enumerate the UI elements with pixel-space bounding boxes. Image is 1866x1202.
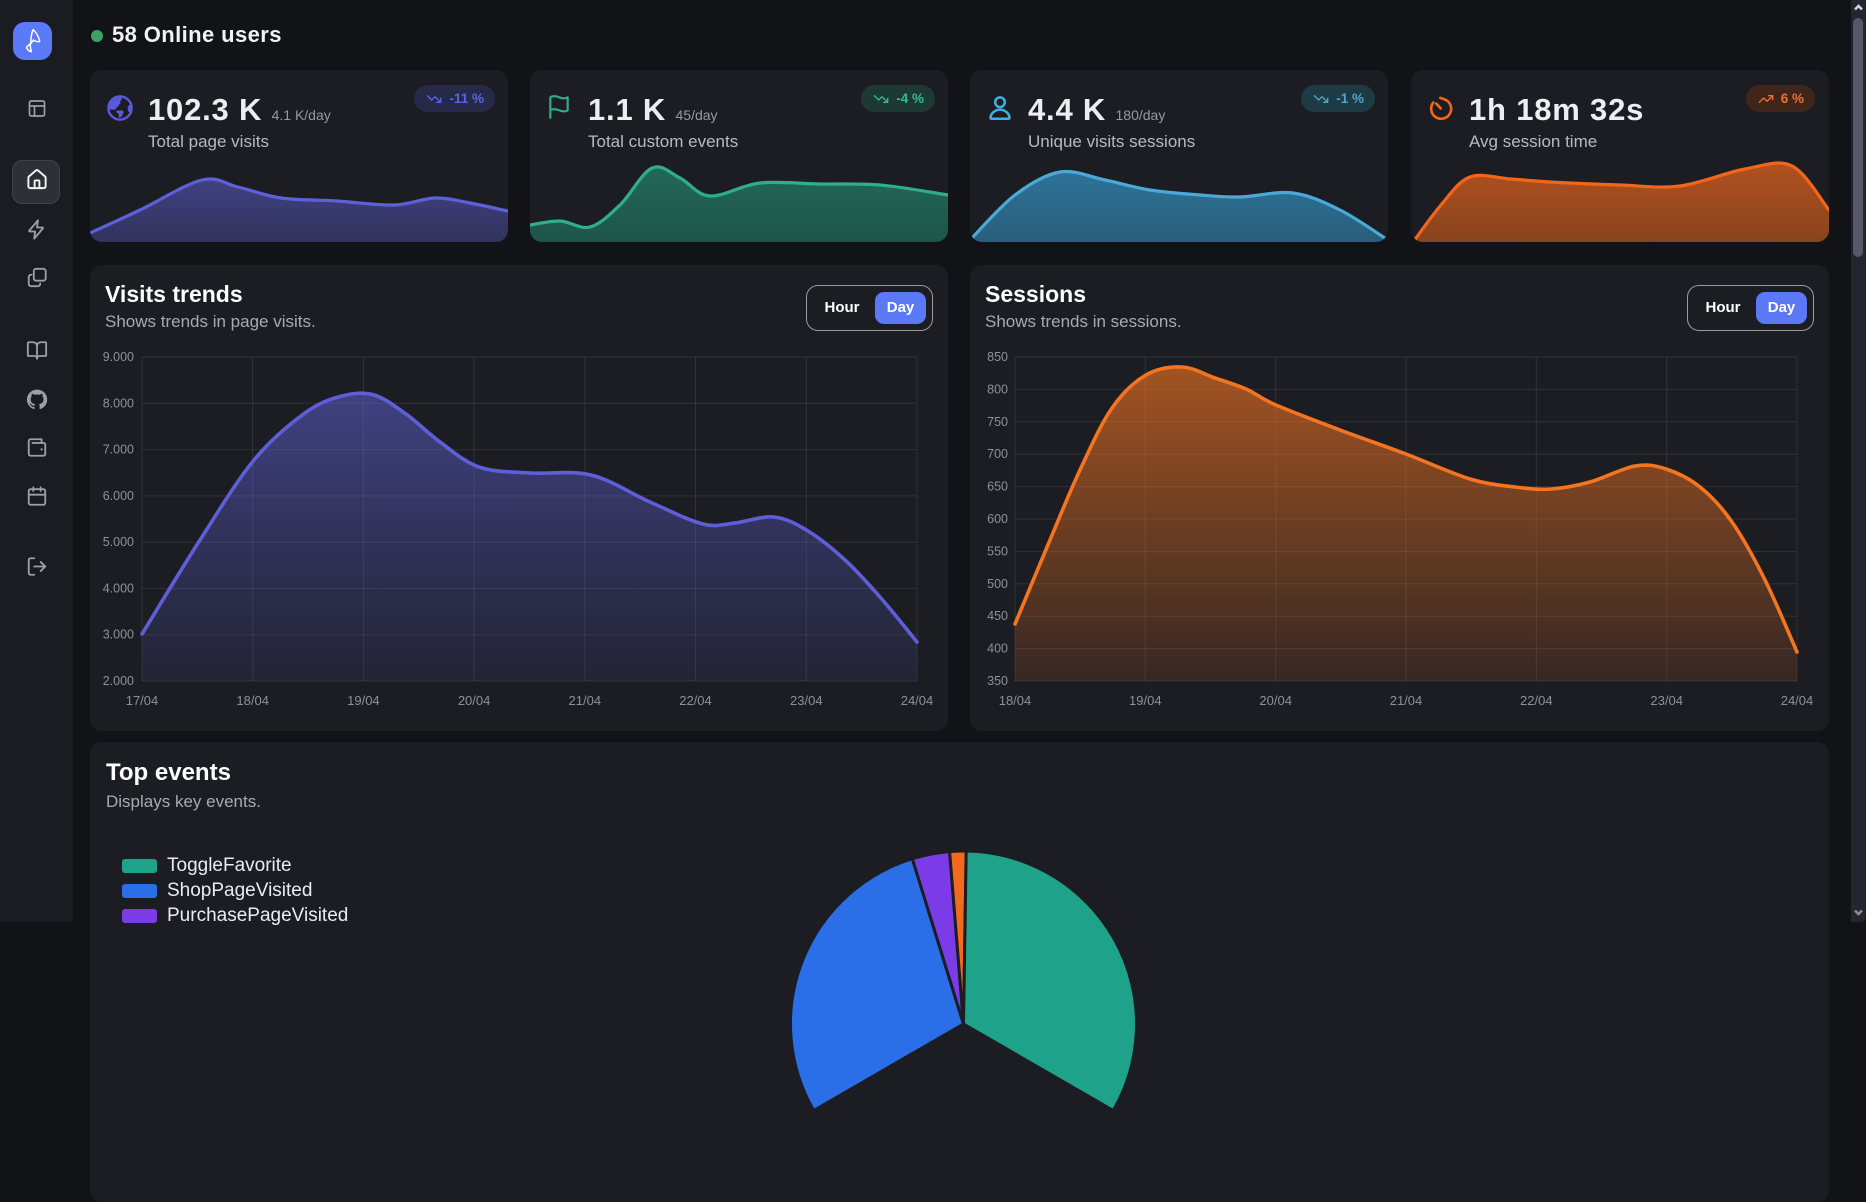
svg-text:7.000: 7.000 xyxy=(103,443,134,457)
svg-text:850: 850 xyxy=(987,350,1008,364)
svg-text:8.000: 8.000 xyxy=(103,396,134,410)
svg-text:18/04: 18/04 xyxy=(236,693,269,708)
svg-text:400: 400 xyxy=(987,642,1008,656)
svg-text:22/04: 22/04 xyxy=(1520,693,1553,708)
svg-text:9.000: 9.000 xyxy=(103,350,134,364)
svg-text:350: 350 xyxy=(987,674,1008,688)
svg-text:450: 450 xyxy=(987,609,1008,623)
svg-text:19/04: 19/04 xyxy=(347,693,380,708)
svg-text:24/04: 24/04 xyxy=(1781,693,1814,708)
svg-text:20/04: 20/04 xyxy=(1259,693,1292,708)
svg-text:21/04: 21/04 xyxy=(569,693,602,708)
svg-text:750: 750 xyxy=(987,415,1008,429)
svg-text:18/04: 18/04 xyxy=(999,693,1032,708)
svg-text:550: 550 xyxy=(987,544,1008,558)
svg-text:21/04: 21/04 xyxy=(1390,693,1423,708)
svg-text:500: 500 xyxy=(987,577,1008,591)
svg-text:800: 800 xyxy=(987,382,1008,396)
svg-text:3.000: 3.000 xyxy=(103,628,134,642)
svg-text:2.000: 2.000 xyxy=(103,674,134,688)
svg-text:20/04: 20/04 xyxy=(458,693,491,708)
svg-text:22/04: 22/04 xyxy=(679,693,712,708)
svg-text:700: 700 xyxy=(987,447,1008,461)
svg-text:600: 600 xyxy=(987,512,1008,526)
svg-text:23/04: 23/04 xyxy=(790,693,823,708)
svg-text:23/04: 23/04 xyxy=(1650,693,1683,708)
svg-text:19/04: 19/04 xyxy=(1129,693,1162,708)
svg-text:24/04: 24/04 xyxy=(901,693,934,708)
svg-text:4.000: 4.000 xyxy=(103,581,134,595)
svg-text:6.000: 6.000 xyxy=(103,489,134,503)
svg-text:17/04: 17/04 xyxy=(126,693,159,708)
svg-text:650: 650 xyxy=(987,480,1008,494)
svg-text:5.000: 5.000 xyxy=(103,535,134,549)
